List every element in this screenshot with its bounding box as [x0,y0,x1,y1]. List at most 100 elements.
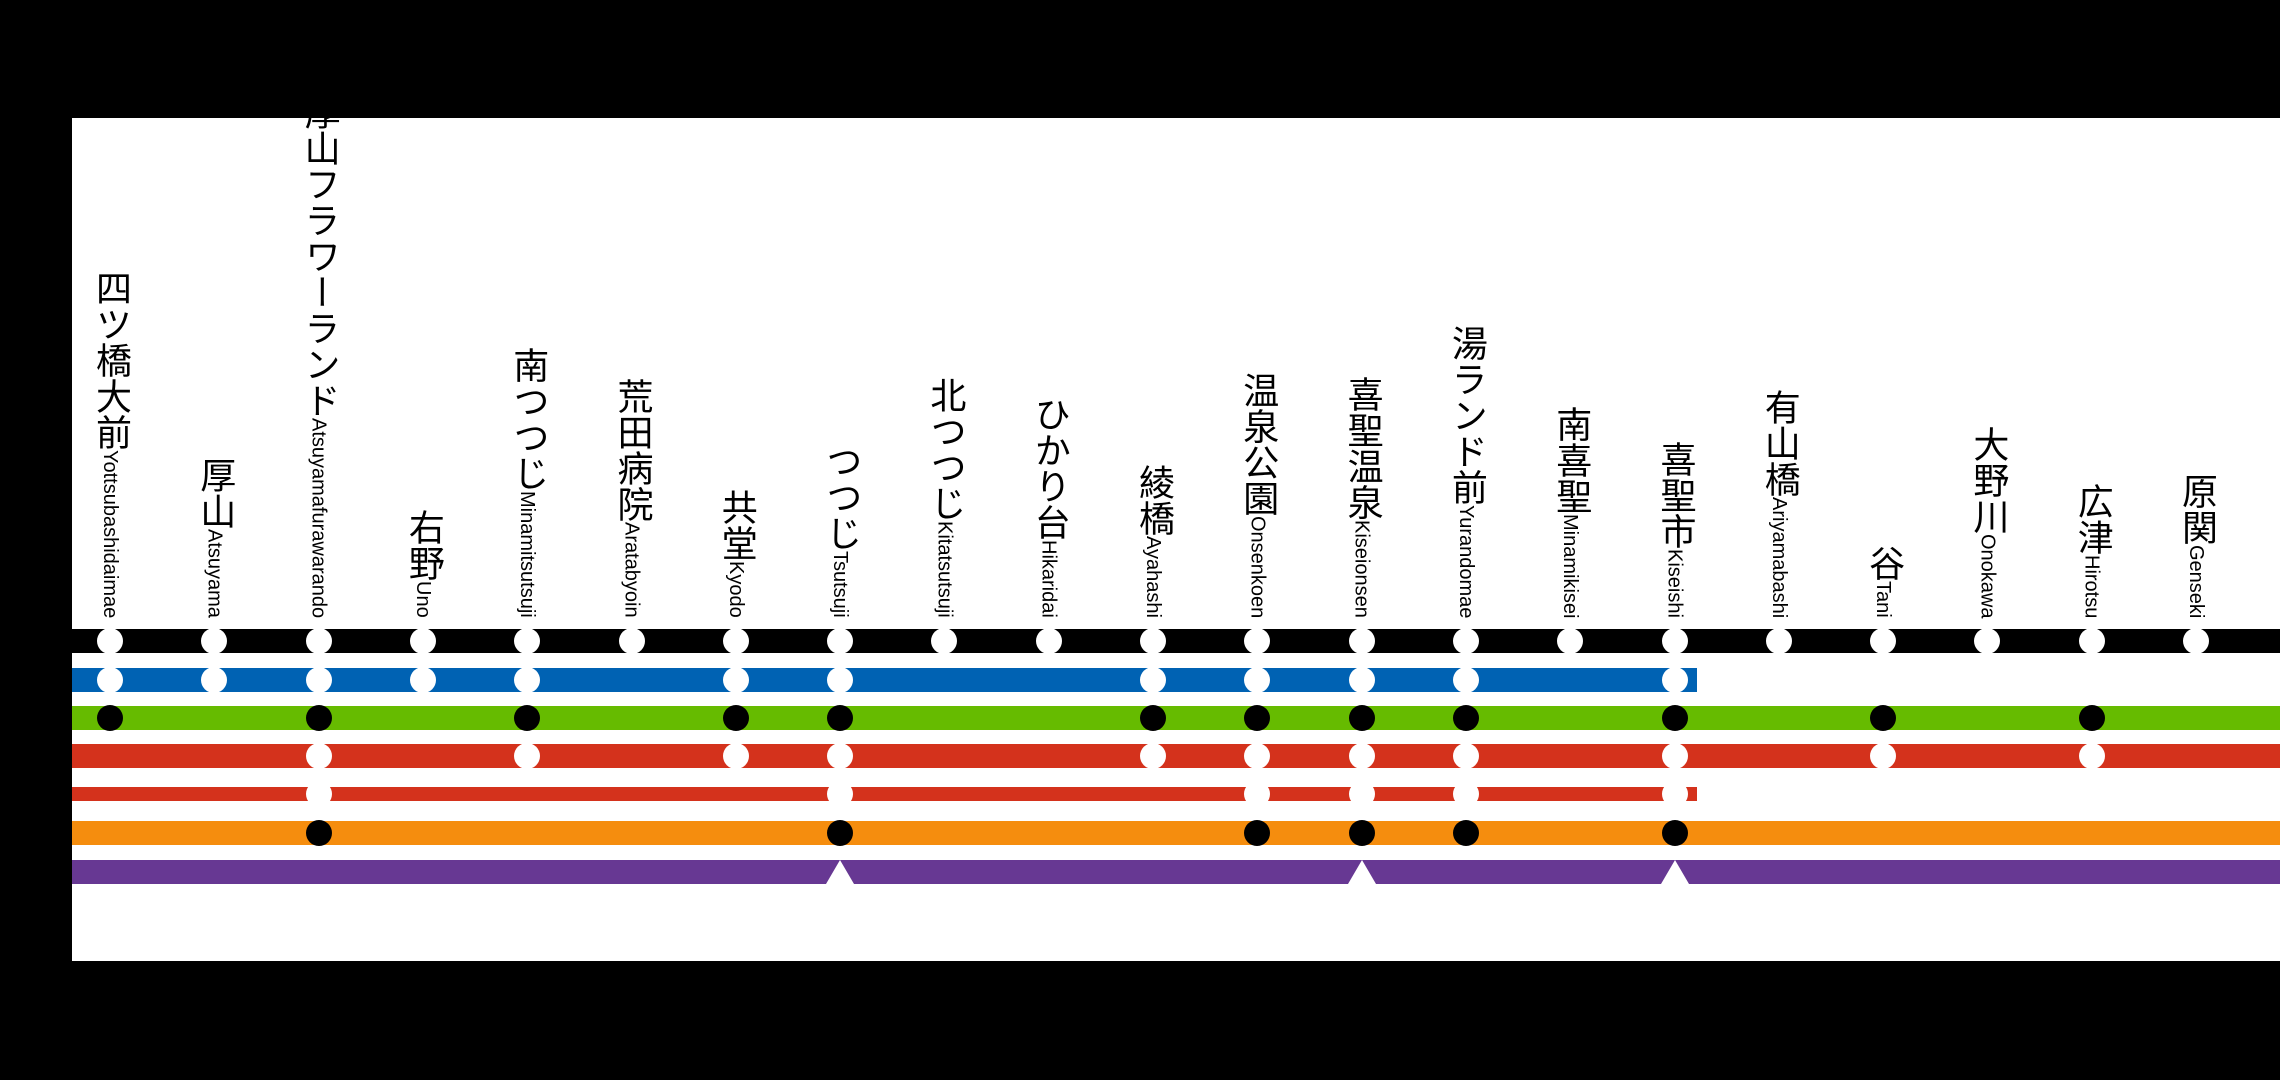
stop-marker-white [1452,781,1479,807]
stop-marker-black [1452,705,1479,731]
station-label: 四ツ橋大前Yottsubashidaimae [90,269,131,618]
route-line [72,629,2280,653]
stop-marker-white [1974,628,2001,654]
stop-triangle-marker [1347,860,1376,884]
station-name-en: Ayahashi [1142,536,1164,618]
stop-marker-white [1244,667,1271,693]
station-name-en: Atsuyamafurawarando [307,417,330,618]
station-label: 共堂Kyodo [716,489,757,618]
stop-marker-white [1348,743,1375,769]
route-line [72,706,2280,730]
route-line [72,668,1697,692]
station-name-ja: 南つつじ [507,347,549,492]
stop-marker-black [1348,705,1375,731]
station-name-en: Yottsubashidaimae [99,449,121,618]
stop-marker-white [827,628,854,654]
stop-marker-white [1244,628,1271,654]
route-line [72,787,1697,801]
station-label: 南つつじMinamitsutsuji [507,347,549,618]
stop-marker-white [2078,743,2105,769]
station-label: 広津Hirotsu [2071,482,2113,618]
stop-marker-white [409,667,436,693]
stop-marker-white [1140,667,1166,693]
stop-marker-black [1452,820,1479,846]
station-name-en: Genseki [2185,544,2207,618]
stop-marker-white [618,628,645,654]
station-name-ja: ひかり台 [1028,396,1070,541]
stop-marker-white [1870,628,1897,654]
station-name-en: Hirotsu [2080,554,2103,618]
station-name-ja: 南喜聖 [1550,405,1592,514]
station-name-ja: 北つつじ [924,377,966,522]
station-label: 右野Uno [402,509,444,618]
stop-marker-white [722,743,749,769]
stop-marker-white [514,667,541,693]
stop-marker-white [514,743,541,769]
station-label: 谷Tani [1863,545,1905,618]
stop-marker-white [1140,743,1166,769]
stop-marker-white [1765,628,1792,654]
stop-marker-white [514,628,541,654]
stop-marker-black [1661,820,1688,846]
station-name-ja: 厚山フラワーランド [298,118,340,418]
station-label: 厚山フラワーランドAtsuyamafurawarando [298,118,340,618]
route-line [72,744,2280,768]
station-name-ja: 喜聖市 [1654,441,1696,550]
route-line [72,821,2280,845]
stop-marker-black [514,705,541,731]
station-name-ja: 有山橋 [1758,388,1800,497]
stop-marker-white [97,667,123,693]
stop-marker-white [1661,628,1688,654]
stop-marker-white [827,667,854,693]
station-name-en: Ariyamabashi [1767,496,1790,618]
stop-marker-white [1244,781,1271,807]
stop-marker-black [1140,705,1166,731]
station-label: 喜聖市Kiseishi [1654,441,1696,618]
station-name-en: Aratabyoin [620,522,643,618]
station-name-en: Onokawa [1976,533,1999,619]
station-name-en: Kyodo [724,561,747,618]
stop-marker-white [1452,743,1479,769]
stop-marker-white [722,667,749,693]
station-name-en: Kiseionsen [1350,520,1373,618]
station-name-ja: 喜聖温泉 [1341,376,1383,521]
station-label: 湯ランド前Yurandomae [1445,324,1487,618]
station-name-ja: 湯ランド前 [1445,324,1487,505]
stop-marker-white [1348,781,1375,807]
stop-marker-white [1661,743,1688,769]
stop-marker-white [97,628,123,654]
station-name-ja: 右野 [402,509,444,582]
stop-marker-white [201,628,228,654]
station-name-ja: 広津 [2071,482,2113,555]
station-label: 南喜聖Minamikisei [1550,405,1592,618]
stop-marker-black [827,705,854,731]
station-label: 北つつじKitatsutsuji [924,377,966,618]
stop-marker-white [1661,781,1688,807]
stop-marker-white [931,628,958,654]
stop-marker-white [1452,628,1479,654]
station-name-ja: 厚山 [194,457,236,530]
stop-marker-white [1244,743,1271,769]
station-name-ja: 谷 [1863,545,1905,582]
station-name-en: Tani [1872,581,1895,618]
stop-marker-black [2078,705,2105,731]
station-name-en: Onsenkoen [1246,515,1269,618]
stop-marker-white [722,628,749,654]
station-label: 有山橋Ariyamabashi [1758,388,1800,618]
stop-marker-black [722,705,749,731]
stop-marker-white [305,628,332,654]
stop-marker-white [1557,628,1584,654]
stop-marker-black [1348,820,1375,846]
station-label: 温泉公園Onsenkoen [1237,372,1278,618]
stop-marker-white [827,743,854,769]
stop-marker-black [1244,820,1271,846]
stop-marker-white [305,781,332,807]
route-diagram: 四ツ橋大前Yottsubashidaimae 厚山Atsuyama 厚山フラワーラン… [72,118,2280,961]
stop-triangle-marker [826,860,855,884]
station-label: 喜聖温泉Kiseionsen [1341,376,1383,618]
stop-marker-black [97,705,123,731]
station-name-ja: 荒田病院 [611,378,653,523]
stop-marker-white [1870,743,1897,769]
station-name-ja: 四ツ橋大前 [90,269,131,450]
station-name-en: Atsuyama [203,529,226,618]
